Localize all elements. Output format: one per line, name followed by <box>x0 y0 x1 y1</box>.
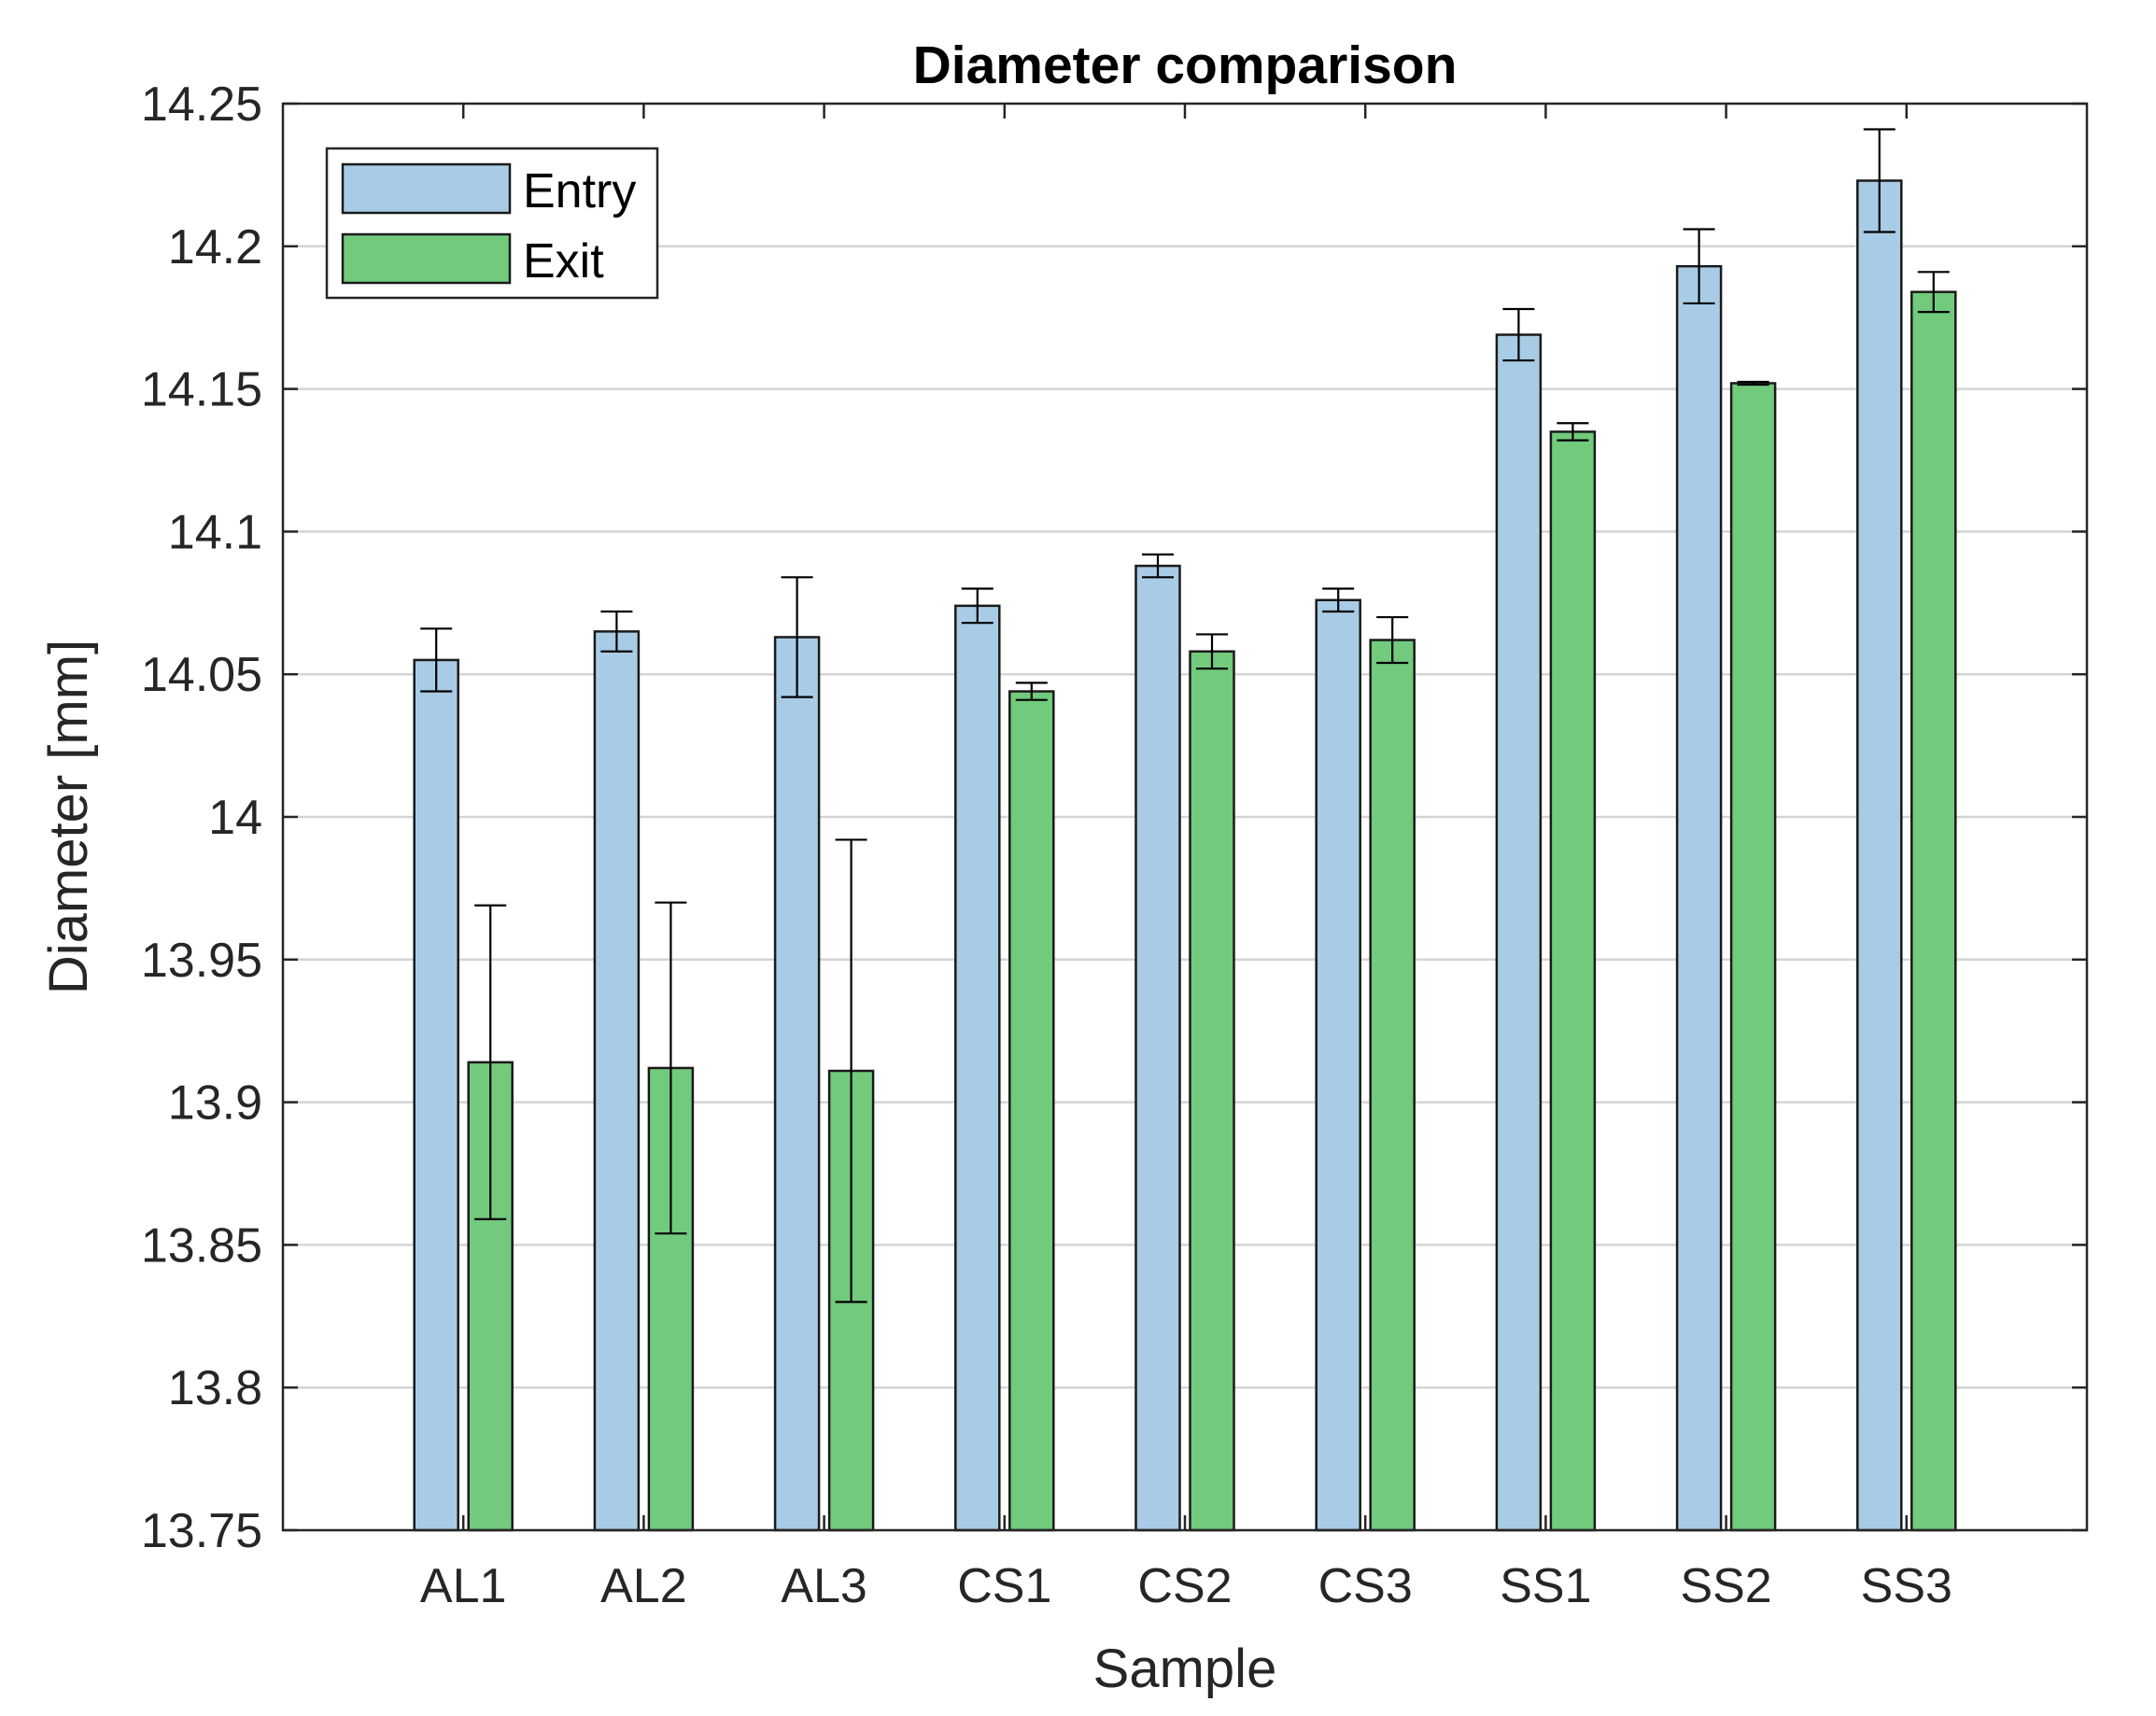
bar-entry-al1 <box>413 658 459 1532</box>
bar-exit-ss3 <box>1910 290 1957 1532</box>
x-tick-label: AL1 <box>420 1559 507 1613</box>
y-tick-label: 14.05 <box>141 648 262 702</box>
y-tick-label: 14.2 <box>168 220 262 274</box>
x-tick-label: SS2 <box>1680 1559 1771 1613</box>
y-tick-label: 14 <box>208 791 262 845</box>
y-axis-label: Diameter [mm] <box>38 640 99 994</box>
y-tick-label: 13.95 <box>141 934 262 988</box>
legend: Entry Exit <box>325 147 659 300</box>
legend-swatch-entry <box>341 162 512 215</box>
x-tick-label: CS3 <box>1318 1559 1413 1613</box>
bar-exit-cs3 <box>1369 639 1416 1532</box>
bar-entry-al3 <box>773 636 821 1532</box>
bar-entry-ss1 <box>1495 333 1543 1532</box>
bar-exit-ss1 <box>1549 430 1597 1532</box>
legend-label-entry: Entry <box>523 164 636 218</box>
y-tick-label: 13.8 <box>168 1361 262 1415</box>
error-bars <box>420 128 1950 1303</box>
bar-entry-cs1 <box>954 604 1001 1532</box>
y-tick-label: 14.1 <box>168 505 262 559</box>
bar-exit-ss2 <box>1729 382 1777 1532</box>
bar-entry-cs3 <box>1315 598 1361 1532</box>
bar-entry-al2 <box>593 630 641 1532</box>
y-tick-label: 13.9 <box>168 1076 262 1131</box>
bar-entry-cs2 <box>1134 564 1181 1532</box>
x-tick-label: CS2 <box>1137 1559 1232 1613</box>
y-tick-label: 13.75 <box>141 1504 262 1558</box>
bar-entry-ss3 <box>1856 179 1903 1532</box>
x-tick-label: AL3 <box>781 1559 867 1613</box>
legend-label-exit: Exit <box>523 234 604 288</box>
chart-title: Diameter comparison <box>913 35 1458 95</box>
grid-lines <box>283 245 2087 1389</box>
y-tick-label: 14.25 <box>141 77 262 132</box>
x-tick-label: AL2 <box>600 1559 687 1613</box>
x-tick-label: CS1 <box>957 1559 1051 1613</box>
axis-ticks: 13.75 13.8 13.85 13.9 13.95 14 14.05 14.1 14.15 1… <box>141 77 2087 1613</box>
bars <box>413 179 1957 1532</box>
y-tick-label: 14.15 <box>141 363 262 417</box>
y-tick-label: 13.85 <box>141 1218 262 1273</box>
legend-swatch-exit <box>341 232 512 285</box>
bar-exit-cs1 <box>1008 690 1055 1532</box>
x-tick-label: SS3 <box>1861 1559 1952 1613</box>
bar-entry-ss2 <box>1675 264 1723 1532</box>
x-tick-label: SS1 <box>1500 1559 1591 1613</box>
bar-exit-cs2 <box>1189 650 1235 1532</box>
x-axis-label: Sample <box>1093 1639 1277 1699</box>
